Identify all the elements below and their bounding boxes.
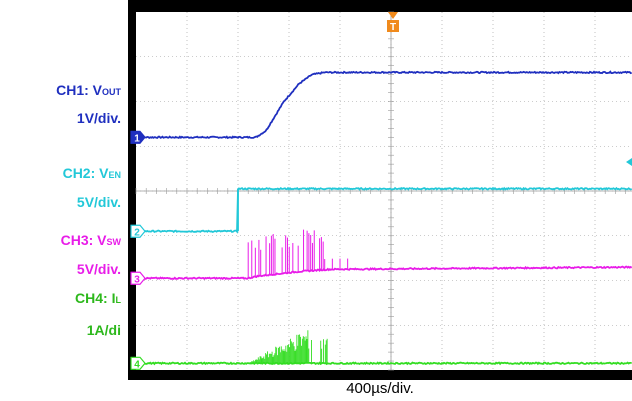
trigger-arrow-icon bbox=[388, 12, 398, 19]
ch3-label: CH3: VSW bbox=[60, 232, 121, 248]
ch2-waveform bbox=[135, 186, 632, 234]
ch3-waveform bbox=[135, 265, 632, 281]
ch2-marker-shape bbox=[130, 224, 146, 238]
ch2-ground-marker: 2 bbox=[130, 224, 146, 238]
ch4-scale: 1A/di bbox=[86, 322, 121, 338]
ch2-scale: 5V/div. bbox=[76, 194, 121, 210]
ch2-level-arrow-icon bbox=[626, 158, 632, 166]
ch4-waveform bbox=[136, 361, 632, 366]
channel-markers: 1 2 3 4 bbox=[130, 130, 146, 370]
oscilloscope-screen: 1 2 3 4 T bbox=[128, 0, 632, 380]
ch4-label: CH4: IL bbox=[75, 290, 121, 306]
ch2-label: CH2: VEN bbox=[62, 165, 121, 181]
ch3-ground-marker: 3 bbox=[130, 271, 146, 285]
ch3-marker-shape bbox=[130, 271, 146, 285]
ch1-label: CH1: VOUT bbox=[56, 82, 121, 98]
ch3-trace bbox=[135, 229, 632, 281]
ch4-marker-shape bbox=[130, 356, 146, 370]
ch1-marker-label: 1 bbox=[134, 133, 140, 144]
ch1-scale: 1V/div. bbox=[76, 110, 121, 126]
traces bbox=[135, 70, 632, 366]
ch1-waveform bbox=[135, 70, 632, 140]
ch4-trace bbox=[136, 330, 632, 366]
ch1-marker-shape bbox=[130, 130, 146, 144]
ch3-scale: 5V/div. bbox=[76, 261, 121, 277]
trigger-box bbox=[387, 20, 399, 32]
ch2-trace bbox=[135, 186, 632, 234]
ch4-marker-label: 4 bbox=[134, 359, 140, 370]
ch2-marker-label: 2 bbox=[134, 227, 140, 238]
trigger-letter: T bbox=[390, 22, 396, 33]
trigger-indicator: T bbox=[387, 12, 399, 33]
ch4-ground-marker: 4 bbox=[130, 356, 146, 370]
ch3-marker-label: 3 bbox=[134, 274, 140, 285]
timebase-label: 400µs/div. bbox=[346, 380, 414, 397]
ch1-trace bbox=[135, 70, 632, 140]
ch1-ground-marker: 1 bbox=[130, 130, 146, 144]
